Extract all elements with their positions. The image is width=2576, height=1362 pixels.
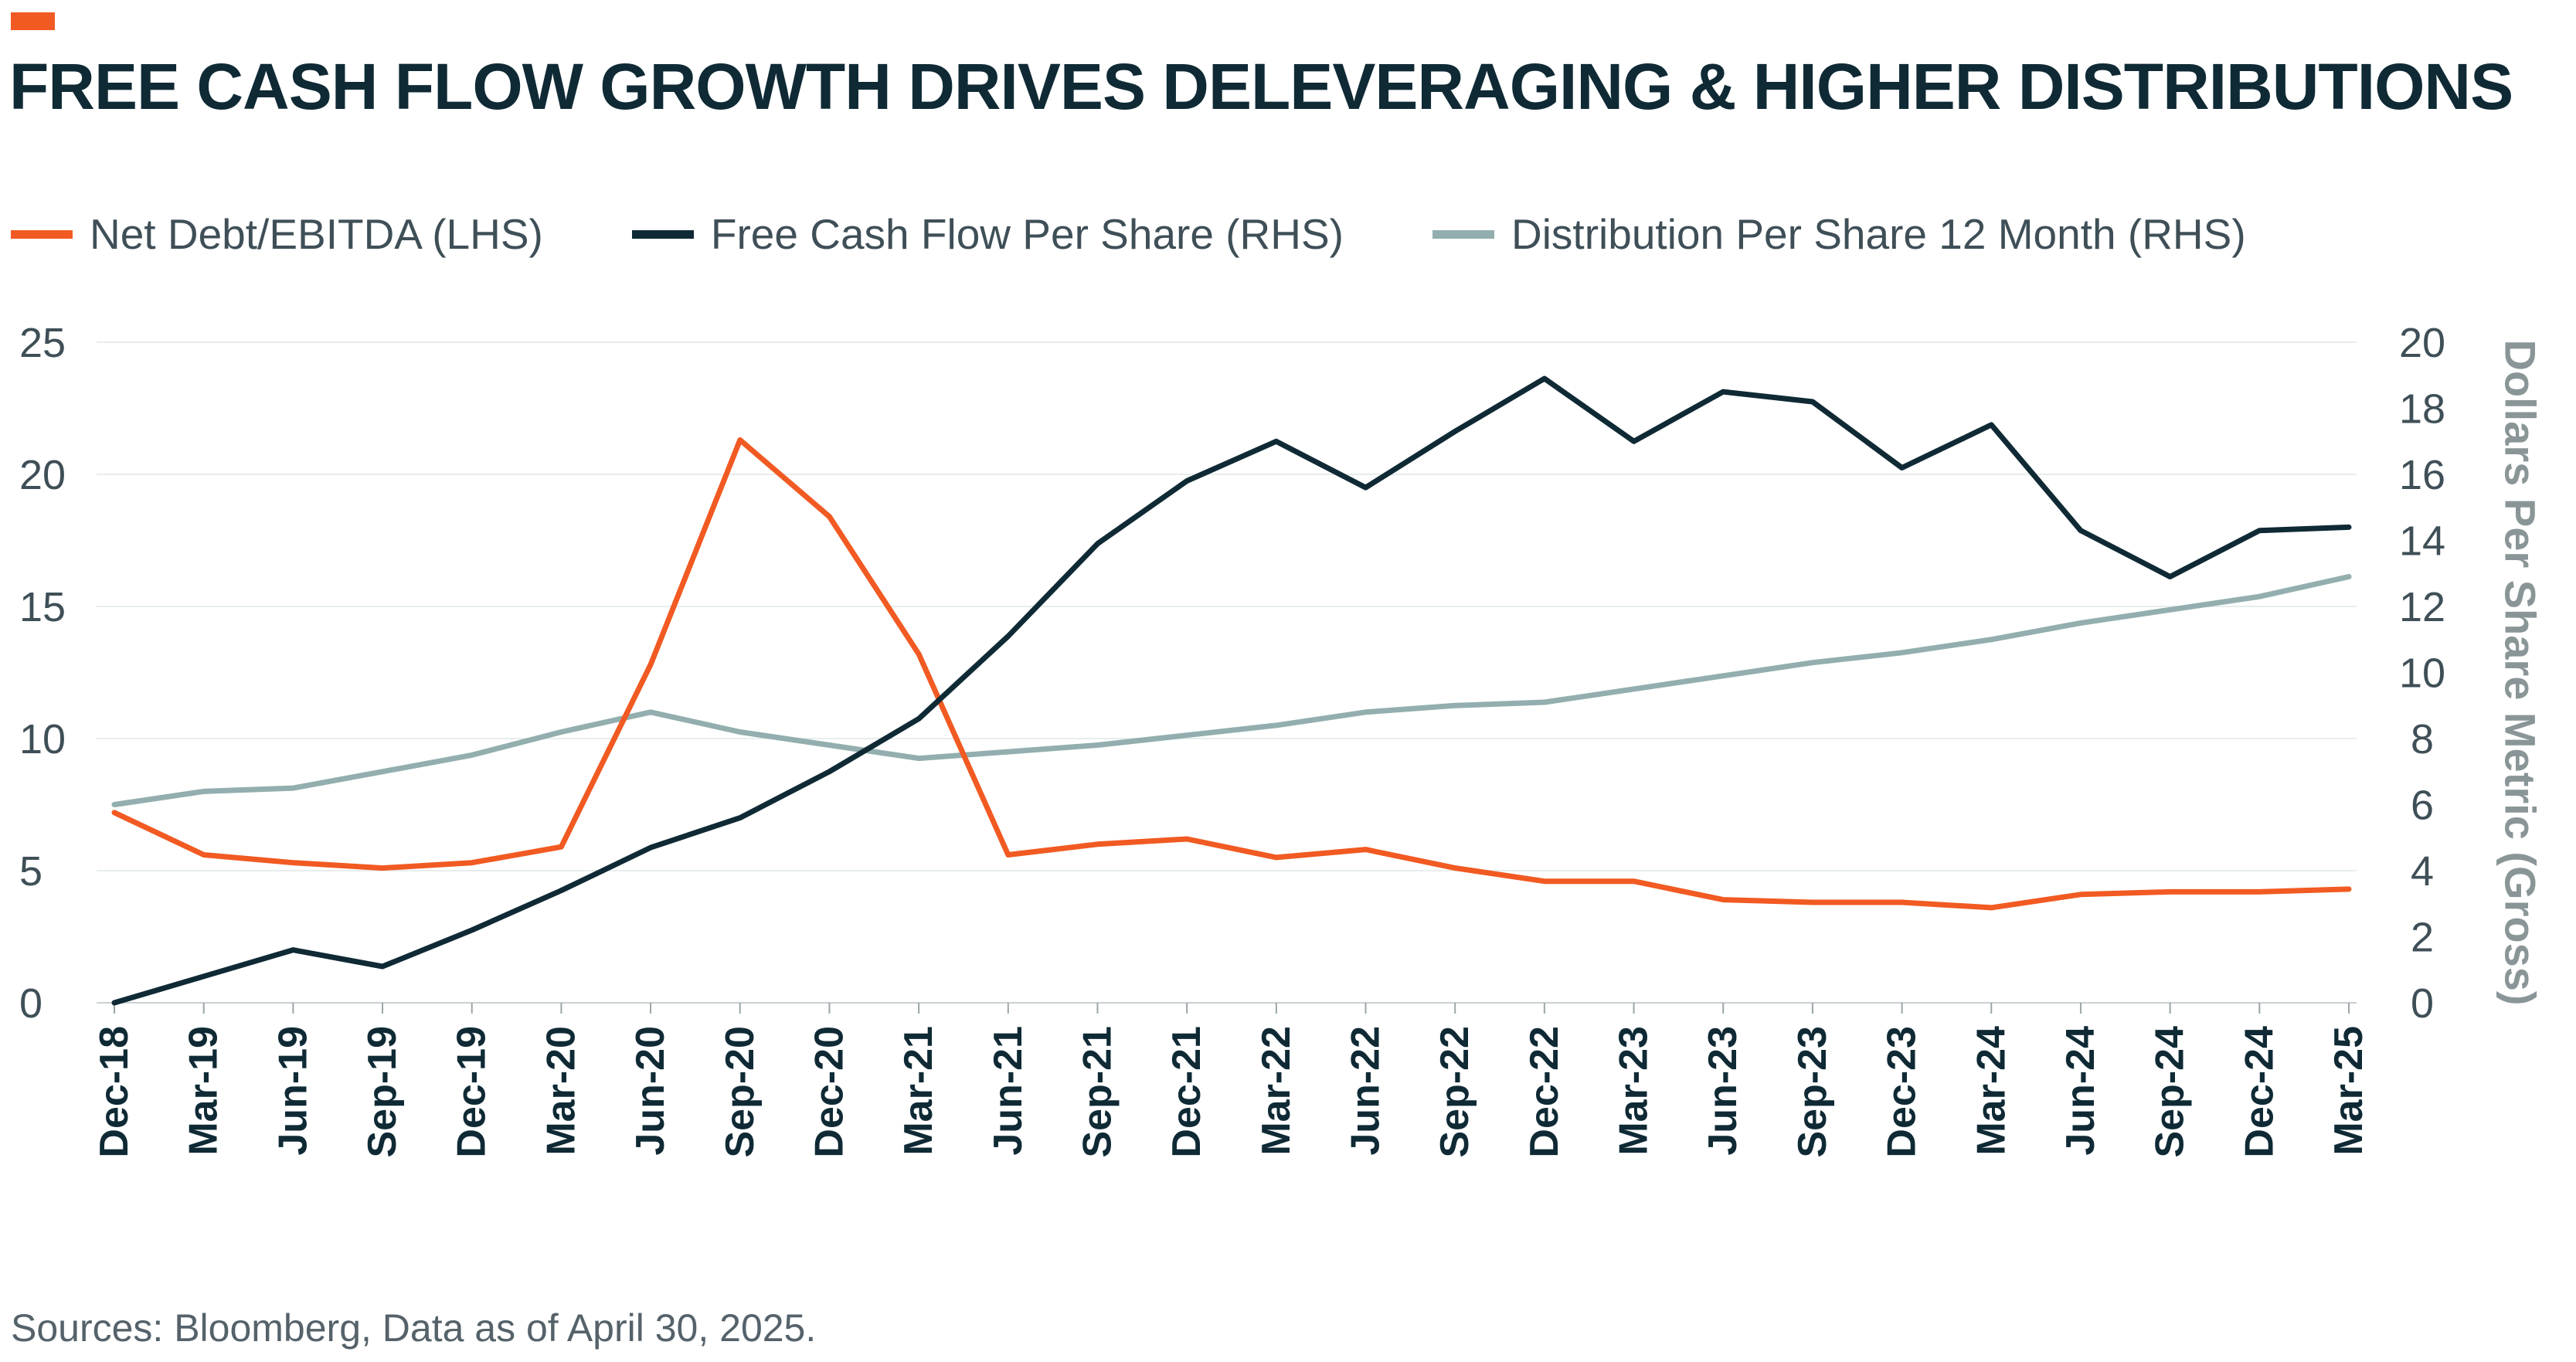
x-axis-tick-label: Sep-23 (1790, 1026, 1835, 1158)
x-axis-tick-label: Jun-20 (628, 1026, 673, 1156)
legend-item-fcf: Free Cash Flow Per Share (RHS) (631, 209, 1344, 259)
x-axis-tick-label: Sep-20 (718, 1026, 763, 1158)
x-axis-tick-label: Mar-24 (1969, 1026, 2014, 1156)
legend: Net Debt/EBITDA (LHS) Free Cash Flow Per… (11, 199, 2335, 269)
right-axis-tick-label: 20 (2399, 320, 2445, 366)
x-axis-tick-label: Dec-20 (807, 1026, 851, 1158)
x-axis-tick-label: Sep-24 (2148, 1026, 2193, 1158)
left-axis-tick-label: 20 (19, 452, 66, 498)
left-axis-tick-label: 25 (19, 320, 66, 366)
legend-label-net-debt: Net Debt/EBITDA (LHS) (90, 210, 543, 258)
x-axis-tick-label: Mar-22 (1254, 1026, 1299, 1156)
x-axis-tick-label: Mar-21 (896, 1026, 941, 1156)
x-axis-tick-label: Dec-19 (450, 1026, 494, 1158)
x-axis-tick-label: Sep-22 (1432, 1026, 1477, 1158)
right-axis-tick-label: 2 (2411, 915, 2434, 961)
x-axis-tick-label: Mar-20 (539, 1026, 583, 1156)
legend-swatch-distribution (1432, 229, 1494, 239)
source-note: Sources: Bloomberg, Data as of April 30,… (11, 1306, 817, 1350)
accent-bar (11, 12, 55, 30)
legend-label-fcf: Free Cash Flow Per Share (RHS) (710, 210, 1344, 258)
legend-item-distribution: Distribution Per Share 12 Month (RHS) (1432, 209, 2246, 259)
fcf-series-line (111, 375, 2352, 1006)
x-axis-tick-label: Jun-21 (986, 1026, 1031, 1156)
legend-swatch-net-debt (11, 229, 73, 239)
x-axis-tick-label: Dec-21 (1164, 1026, 1209, 1158)
x-axis-tick-label: Jun-19 (270, 1026, 315, 1156)
legend-swatch-fcf (631, 229, 694, 239)
right-axis-tick-label: 14 (2399, 518, 2445, 565)
right-axis-tick-label: 18 (2399, 386, 2445, 433)
x-axis-tick-label: Jun-23 (1701, 1026, 1745, 1156)
right-axis-tick-label: 6 (2411, 783, 2434, 829)
x-axis-tick-label: Jun-22 (1344, 1026, 1388, 1156)
right-axis-title: Dollars Per Share Metric (Gross) (2496, 339, 2545, 1005)
left-axis-tick-label: 15 (19, 584, 66, 630)
chart-title: FREE CASH FLOW GROWTH DRIVES DELEVERAGIN… (9, 50, 2513, 123)
right-axis-tick-label: 0 (2411, 980, 2434, 1027)
legend-label-distribution: Distribution Per Share 12 Month (RHS) (1511, 210, 2246, 258)
right-axis-tick-label: 10 (2399, 650, 2445, 697)
left-axis-tick-label: 0 (19, 980, 42, 1027)
x-axis-tick-label: Dec-18 (92, 1026, 137, 1158)
right-axis-tick-label: 16 (2399, 452, 2445, 498)
right-axis-tick-label: 4 (2411, 848, 2434, 895)
net-debt-series-line (111, 437, 2352, 911)
left-axis-tick-label: 5 (19, 848, 42, 895)
x-axis-tick-label: Mar-25 (2326, 1026, 2371, 1156)
x-axis-tick-label: Dec-24 (2237, 1026, 2282, 1158)
line-chart: 0 5 10 15 20 25 0 2 4 6 8 10 12 14 16 18 20 Dec-18 Mar-19 J… (19, 320, 2545, 1158)
x-axis-tick-label: Dec-22 (1522, 1026, 1567, 1158)
left-axis-tick-label: 10 (19, 716, 66, 763)
right-axis-tick-label: 8 (2411, 716, 2434, 763)
x-axis-tick-label: Dec-23 (1880, 1026, 1925, 1158)
x-axis-tick-label: Jun-24 (2058, 1026, 2103, 1156)
right-axis-tick-label: 12 (2399, 584, 2445, 630)
x-axis-tick-label: Sep-21 (1075, 1026, 1120, 1158)
x-axis-tick-label: Mar-23 (1612, 1026, 1657, 1156)
legend-item-net-debt: Net Debt/EBITDA (LHS) (11, 209, 543, 259)
x-axis-tick-label: Sep-19 (360, 1026, 405, 1158)
x-axis-tick-label: Mar-19 (182, 1026, 226, 1156)
distribution-series-line (111, 574, 2352, 807)
